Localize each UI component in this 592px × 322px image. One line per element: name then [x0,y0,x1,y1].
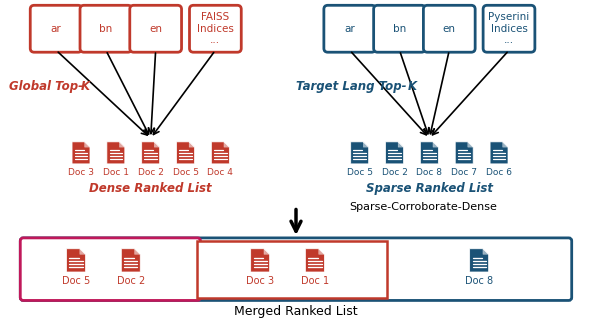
Text: Doc 4: Doc 4 [207,167,233,176]
Text: Sparse Ranked List: Sparse Ranked List [366,182,493,195]
Text: Merged Ranked List: Merged Ranked List [234,305,358,318]
Polygon shape [155,142,160,147]
Text: Doc 8: Doc 8 [465,276,493,286]
Text: Doc 2: Doc 2 [382,167,407,176]
Polygon shape [490,142,508,164]
Polygon shape [455,142,473,164]
Polygon shape [305,249,324,272]
FancyBboxPatch shape [324,5,376,52]
Text: Doc 2: Doc 2 [138,167,163,176]
Polygon shape [107,142,125,164]
Polygon shape [120,142,125,147]
Text: en: en [443,24,456,34]
Text: K: K [81,80,90,93]
Polygon shape [134,249,140,254]
Polygon shape [121,249,140,272]
Polygon shape [72,142,90,164]
Text: ar: ar [345,24,355,34]
FancyBboxPatch shape [189,5,242,52]
Polygon shape [503,142,508,147]
Text: Doc 5: Doc 5 [172,167,198,176]
Text: en: en [149,24,162,34]
Text: Doc 5: Doc 5 [62,276,90,286]
Polygon shape [420,142,438,164]
Text: bn: bn [393,24,406,34]
Text: ar: ar [51,24,62,34]
FancyBboxPatch shape [130,5,182,52]
Polygon shape [363,142,369,147]
Text: Sparse-Corroborate-Dense: Sparse-Corroborate-Dense [350,202,498,212]
Text: Doc 1: Doc 1 [301,276,329,286]
Polygon shape [224,142,229,147]
Text: Doc 5: Doc 5 [347,167,373,176]
Polygon shape [264,249,269,254]
Polygon shape [80,249,85,254]
Text: Doc 8: Doc 8 [416,167,442,176]
FancyBboxPatch shape [374,5,426,52]
Polygon shape [483,249,488,254]
Text: Doc 7: Doc 7 [451,167,477,176]
Polygon shape [469,249,488,272]
FancyBboxPatch shape [423,5,475,52]
Polygon shape [433,142,438,147]
Text: Doc 2: Doc 2 [117,276,145,286]
Text: Doc 1: Doc 1 [103,167,129,176]
Polygon shape [251,249,269,272]
Text: Target Lang Top-: Target Lang Top- [296,80,407,93]
Polygon shape [385,142,404,164]
Polygon shape [66,249,85,272]
Polygon shape [211,142,229,164]
FancyBboxPatch shape [20,238,201,300]
Polygon shape [141,142,160,164]
Text: bn: bn [99,24,112,34]
Polygon shape [318,249,324,254]
FancyBboxPatch shape [80,5,132,52]
Text: FAISS
Indices
...: FAISS Indices ... [197,12,234,45]
Text: Doc 6: Doc 6 [486,167,512,176]
FancyBboxPatch shape [483,5,535,52]
Text: Pyserini
Indices
...: Pyserini Indices ... [488,12,530,45]
Text: Dense Ranked List: Dense Ranked List [89,182,212,195]
Polygon shape [176,142,195,164]
Polygon shape [350,142,369,164]
FancyBboxPatch shape [30,5,82,52]
Polygon shape [189,142,195,147]
FancyBboxPatch shape [20,238,572,300]
Polygon shape [85,142,90,147]
Text: Global Top-: Global Top- [9,80,83,93]
Text: Doc 3: Doc 3 [246,276,274,286]
Polygon shape [468,142,473,147]
Text: K: K [407,80,417,93]
Text: Doc 3: Doc 3 [68,167,94,176]
Polygon shape [398,142,404,147]
FancyBboxPatch shape [198,241,387,298]
